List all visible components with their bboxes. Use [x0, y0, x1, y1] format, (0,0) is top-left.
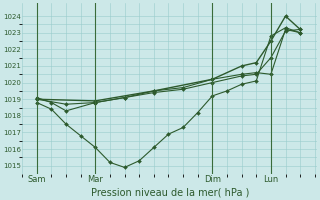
X-axis label: Pression niveau de la mer( hPa ): Pression niveau de la mer( hPa ) — [91, 187, 249, 197]
